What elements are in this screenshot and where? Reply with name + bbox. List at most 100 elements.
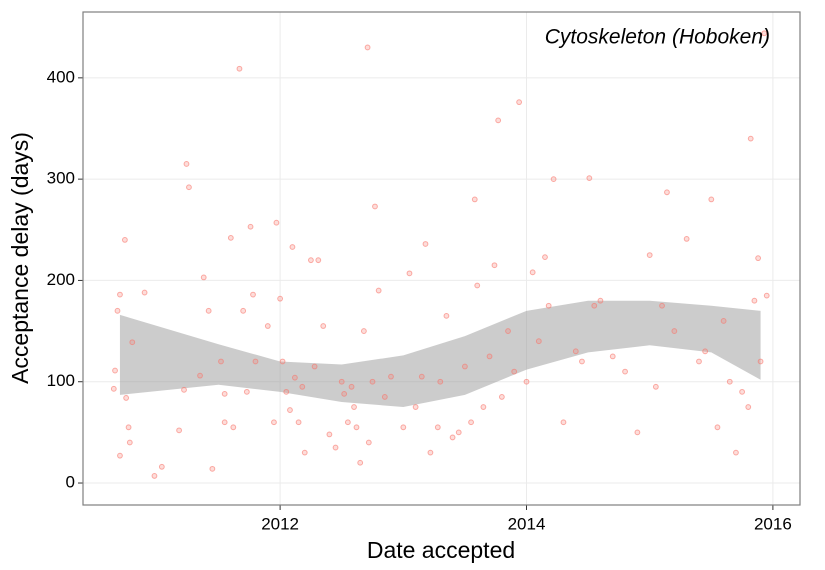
point [755,255,762,262]
y-tick-label: 300 [47,169,75,188]
point [455,429,462,436]
point [183,161,190,167]
point [365,439,372,446]
point [338,378,345,385]
point [462,363,468,370]
point [702,348,709,355]
point [326,431,333,438]
point [197,372,203,379]
point [353,424,360,431]
x-axis-title: Date accepted [367,537,515,563]
point [264,323,271,329]
point [218,358,224,365]
point [745,404,752,410]
point [659,302,665,309]
point [283,388,290,395]
panel-background [83,12,800,505]
point [418,373,425,380]
point [761,30,768,37]
point [301,449,308,456]
point [597,297,604,304]
point [664,189,670,196]
point [230,424,237,431]
panel-title: Cytoskeleton (Hoboken) [545,26,770,49]
point [271,419,277,426]
x-tick-label: 2016 [754,514,792,533]
point [747,135,754,142]
point [471,196,478,203]
point [117,452,123,459]
point [295,419,302,426]
point [221,390,228,397]
point [348,383,355,390]
point [158,463,165,470]
point [240,307,247,314]
point [523,378,530,385]
point [315,257,322,264]
point [622,368,628,375]
point [236,65,243,72]
point [388,373,394,380]
point [277,295,284,302]
point [114,307,121,314]
point [443,312,450,319]
point [247,223,254,230]
point [308,257,314,264]
point [434,424,441,431]
point [726,378,733,385]
point [449,434,456,441]
point [591,302,598,309]
point [498,394,505,400]
point [129,339,136,346]
point [480,404,487,410]
point [117,291,123,298]
point [511,368,518,375]
point [529,269,536,276]
point [344,419,351,426]
point [186,184,192,191]
point [341,390,348,397]
point [112,367,118,374]
point [141,289,148,296]
point [332,444,339,451]
point [243,388,250,395]
y-tick-label: 100 [47,371,75,390]
point [287,407,293,413]
x-tick-label: 2014 [508,514,546,533]
point [739,388,745,395]
point [364,44,371,51]
point [351,404,357,410]
point [683,235,690,242]
point [412,404,419,410]
point [279,358,286,365]
point [572,348,579,355]
point [437,378,444,385]
point [422,241,429,247]
y-axis-title: Acceptance delay (days) [7,132,33,384]
point [751,297,758,304]
point [291,374,298,381]
point [516,99,523,106]
point [586,175,593,182]
point [123,395,130,401]
point [209,465,216,472]
point [535,338,542,345]
point [176,427,182,434]
point [545,302,552,309]
point [652,383,659,390]
y-tick-label: 400 [47,67,75,86]
point [486,353,493,360]
point [757,358,764,365]
point [381,394,388,400]
point [289,244,296,250]
point [505,328,511,334]
point [468,419,474,426]
point [375,287,382,294]
y-tick-label: 0 [66,473,75,492]
point [708,196,715,203]
point [696,358,702,365]
point [550,176,557,183]
point [311,363,318,370]
